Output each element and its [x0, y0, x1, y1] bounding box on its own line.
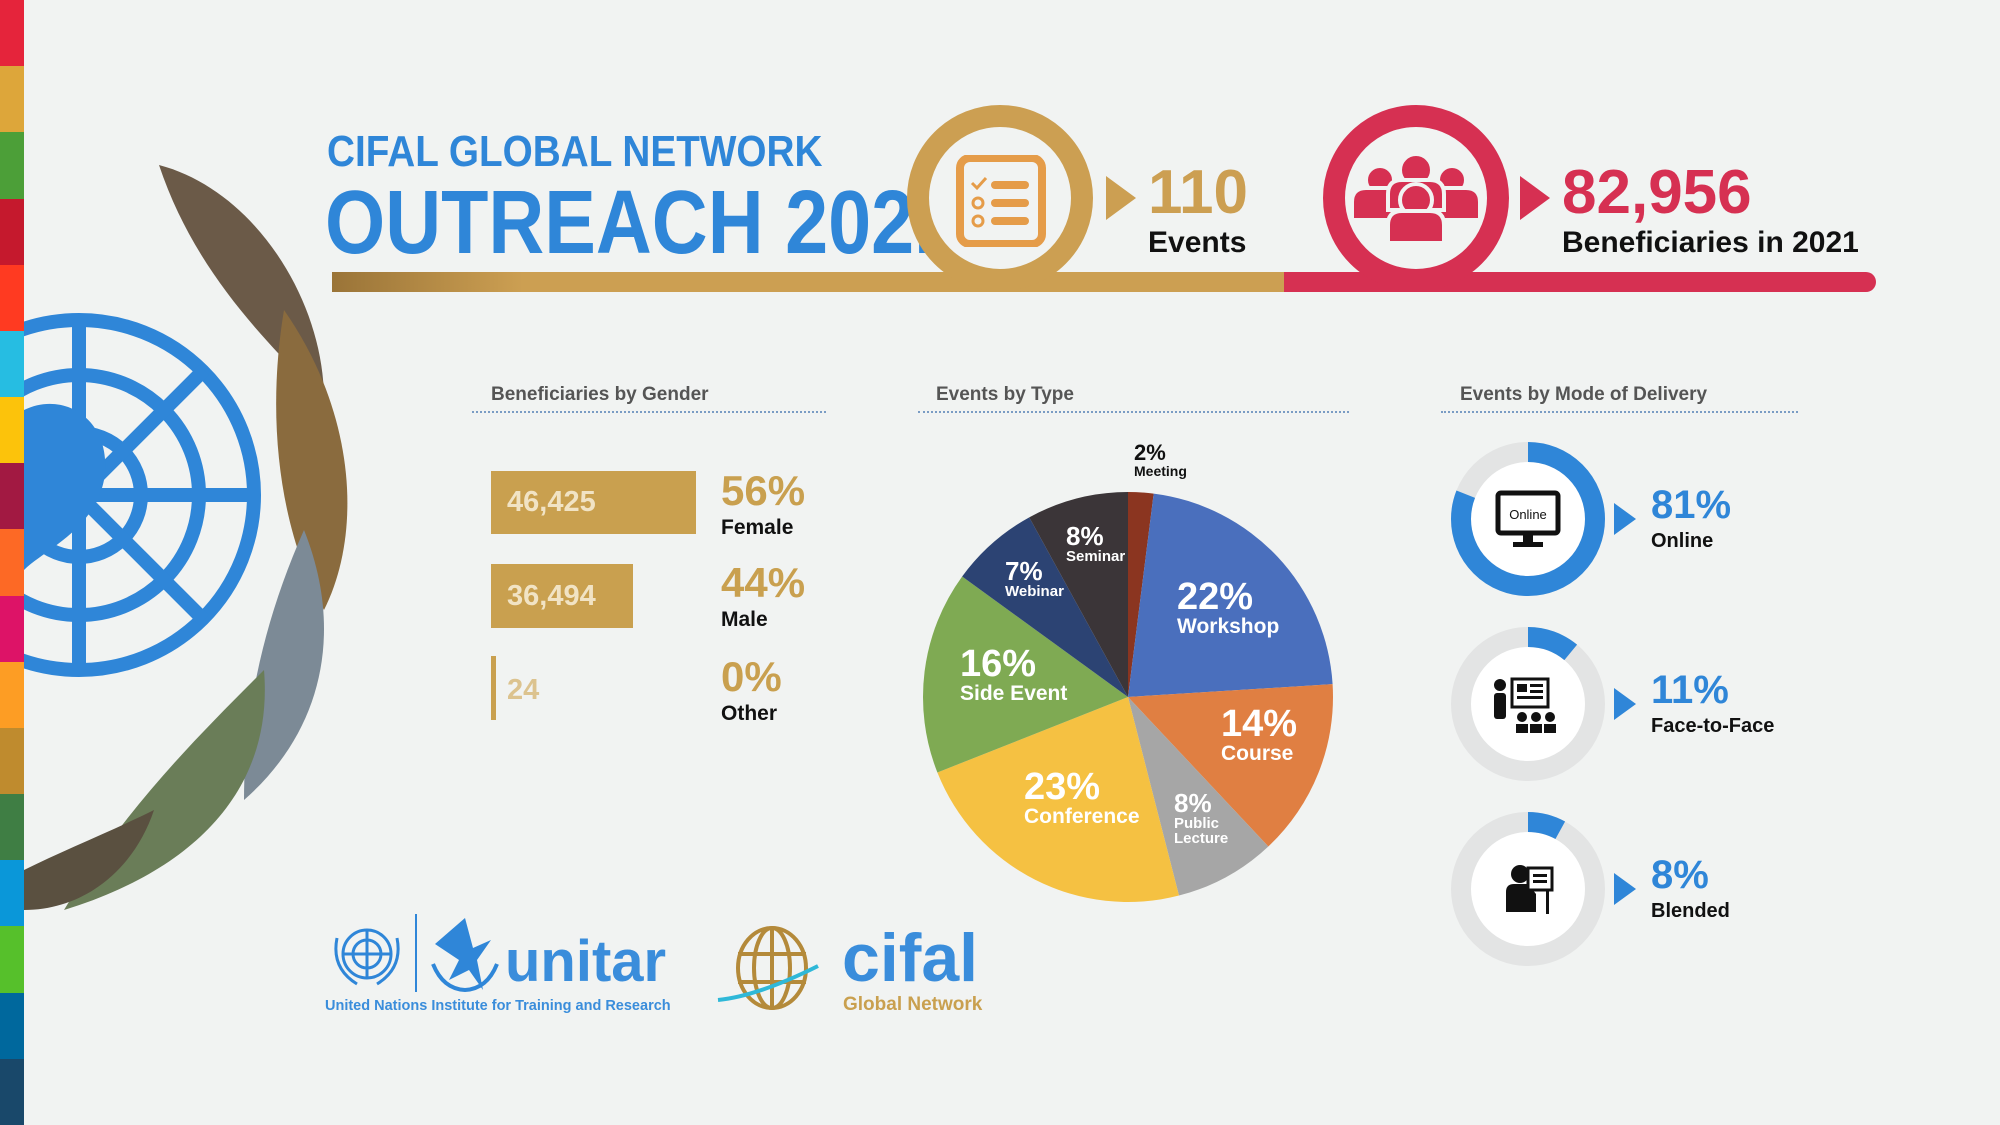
- delivery-pct: 81%: [1651, 483, 1732, 527]
- other-bar: [491, 656, 496, 720]
- checklist-icon: [956, 155, 1046, 247]
- gender-heading: Beneficiaries by Gender: [491, 384, 709, 405]
- beneficiaries-count: 82,956: [1562, 158, 1752, 227]
- donut-fill: [1451, 627, 1605, 781]
- delivery-pct: 8%: [1651, 853, 1709, 897]
- male-pct: 44%: [721, 559, 806, 606]
- pie-label-pct: 16%: [960, 643, 1037, 685]
- events-label: Events: [1148, 226, 1247, 259]
- cifal-globe-logo: [717, 926, 819, 1010]
- delivery-label: Face-to-Face: [1651, 715, 1775, 737]
- arrow-icon: [1614, 503, 1636, 535]
- un-emblem-collage: [24, 165, 348, 910]
- delivery-heading: Events by Mode of Delivery: [1460, 384, 1708, 405]
- pie-label-pct: 14%: [1221, 703, 1298, 745]
- divider: [918, 411, 1349, 413]
- sdg-color-strip: [0, 0, 24, 1125]
- other-count: 24: [507, 674, 540, 706]
- delivery-label: Blended: [1651, 900, 1730, 922]
- pie-label-pct: 23%: [1024, 766, 1101, 808]
- pie-label-pct: 2%: [1134, 440, 1166, 465]
- pie-slice-conference: [937, 697, 1179, 902]
- pie-label: 7% Webinar: [1005, 558, 1064, 599]
- cifal-subtitle: Global Network: [843, 994, 983, 1015]
- donut-fill: [1451, 442, 1605, 596]
- delivery-pct: 11%: [1651, 668, 1729, 712]
- pie-label: 22% Workshop: [1177, 578, 1279, 637]
- online-monitor-icon: Online: [1495, 490, 1561, 547]
- pie-label: 2% Meeting: [1134, 440, 1187, 479]
- donut-fill: [1451, 812, 1605, 966]
- events-count: 110: [1148, 158, 1249, 227]
- arrow-icon: [1106, 176, 1136, 220]
- events-by-type-pie: [923, 492, 1333, 902]
- pie-label-name: Side Event: [960, 682, 1068, 705]
- pie-label-pct: 7%: [1005, 556, 1043, 586]
- pie-slice-workshop: [1128, 493, 1333, 697]
- pie-label-name: Webinar: [1005, 583, 1064, 600]
- logo-divider: [415, 914, 417, 992]
- pie-slice-side-event: [923, 576, 1128, 773]
- pie-label: 16% Side Event: [960, 645, 1067, 704]
- beneficiaries-label: Beneficiaries in 2021: [1562, 226, 1859, 259]
- people-group-icon: [1350, 152, 1482, 245]
- pie-slice-webinar: [962, 517, 1128, 697]
- un-logo: [334, 928, 400, 986]
- pie-slice-meeting: [1128, 492, 1154, 697]
- photo-leaves: [24, 165, 348, 910]
- title-line1: CIFAL GLOBAL NETWORK: [327, 127, 823, 176]
- pie-label-pct: 8%: [1174, 788, 1212, 818]
- pie-slice-seminar: [1029, 492, 1128, 697]
- pie-label-name: Course: [1221, 742, 1294, 765]
- other-pct: 0%: [721, 653, 782, 700]
- arrow-icon: [1614, 688, 1636, 720]
- type-heading: Events by Type: [936, 384, 1074, 405]
- divider: [1441, 411, 1798, 413]
- pie-label-name: Conference: [1024, 805, 1140, 828]
- pie-label-name: Seminar: [1066, 548, 1126, 565]
- page-title: OUTREACH 2021: [325, 173, 958, 273]
- online-icon-text: Online: [1509, 507, 1547, 522]
- pie-label: 8% Public Lecture: [1174, 790, 1234, 846]
- pie-label-pct: 8%: [1066, 521, 1104, 551]
- presenter-board-icon: [1506, 865, 1554, 914]
- pie-slice-public-lecture: [1128, 697, 1269, 896]
- pie-slice-course: [1128, 684, 1333, 847]
- female-label: Female: [721, 516, 794, 539]
- cifal-logo-text: cifal: [842, 920, 979, 996]
- other-label: Other: [721, 702, 778, 725]
- presenter-audience-icon: [1494, 677, 1556, 733]
- delivery-donut-1: [1451, 627, 1605, 781]
- pie-label-name: Public Lecture: [1174, 815, 1229, 847]
- divider: [472, 411, 826, 413]
- delivery-label: Online: [1651, 530, 1714, 552]
- arrow-icon: [1614, 873, 1636, 905]
- header-bar-gold: [332, 272, 1286, 292]
- pie-label: 14% Course: [1221, 705, 1297, 764]
- pie-label-name: Workshop: [1177, 615, 1280, 638]
- arrow-icon: [1520, 176, 1550, 220]
- unitar-logo-text: unitar: [505, 929, 667, 994]
- female-pct: 56%: [721, 467, 806, 514]
- pie-label: 23% Conference: [1024, 768, 1140, 827]
- pie-label-pct: 22%: [1177, 576, 1254, 618]
- female-bar: 46,425: [491, 471, 696, 534]
- pie-label: 8% Seminar: [1066, 523, 1125, 564]
- unitar-emblem: [431, 918, 499, 993]
- male-label: Male: [721, 608, 768, 631]
- unitar-subtitle: United Nations Institute for Training an…: [325, 998, 671, 1014]
- pie-label-name: Meeting: [1134, 463, 1187, 479]
- male-bar: 36,494: [491, 564, 633, 628]
